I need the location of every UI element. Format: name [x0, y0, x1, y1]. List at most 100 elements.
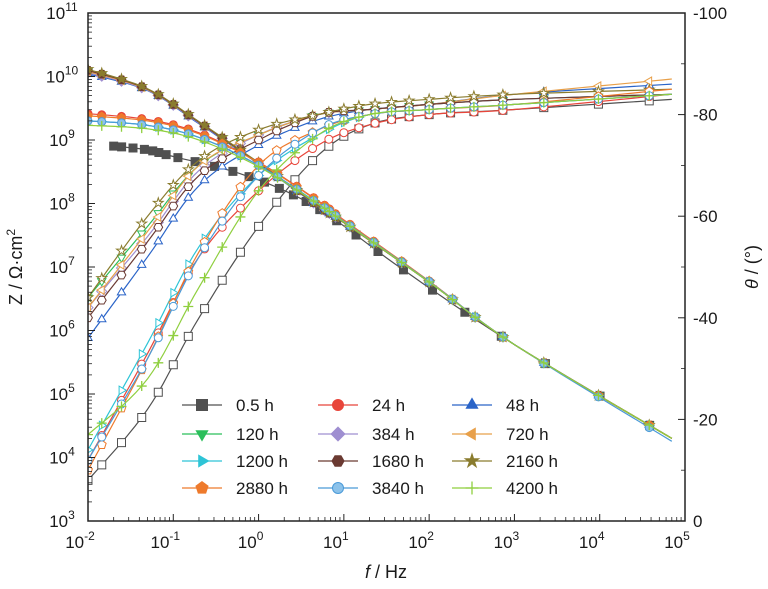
phase-marker-0-5-h — [272, 197, 282, 207]
phase-marker-1200-h — [138, 348, 148, 359]
legend-label-4200-h: 4200 h — [506, 479, 558, 498]
phase-marker-2160-h — [181, 162, 195, 175]
y-left-tick-label: 104 — [49, 445, 75, 468]
legend-label-3840-h: 3840 h — [372, 479, 424, 498]
y-left-tick-label: 1010 — [46, 64, 79, 87]
legend-label-0-5-h: 0.5 h — [236, 396, 274, 415]
phase-marker-1680-h — [253, 135, 264, 145]
phase-line-2160-h — [88, 88, 672, 298]
phase-marker-720-h — [95, 285, 105, 296]
phase-marker-4200-h — [386, 106, 397, 117]
phase-marker-2160-h — [288, 112, 302, 126]
modulus-marker-4200-h — [153, 125, 164, 136]
modulus-marker-4200-h — [396, 257, 407, 268]
modulus-marker-4200-h — [217, 144, 228, 155]
modulus-marker-0-5-h — [427, 285, 437, 295]
phase-marker-24-h — [324, 134, 334, 144]
phase-marker-4200-h — [168, 330, 179, 341]
phase-marker-2160-h — [95, 271, 109, 284]
phase-marker-2160-h — [496, 87, 510, 101]
y-left-tick-label: 108 — [49, 191, 75, 214]
phase-marker-2160-h — [352, 99, 366, 112]
modulus-marker-4200-h — [497, 332, 508, 343]
legend-item-720-h: 720 h — [452, 425, 549, 444]
legend-item-24-h: 24 h — [318, 396, 405, 415]
phase-marker-4200-h — [323, 123, 334, 134]
modulus-marker-0-5-h — [161, 150, 171, 160]
phase-line-24-h — [88, 93, 672, 461]
legend-item-2160-h: 2160 h — [452, 452, 558, 471]
x-tick-label: 103 — [494, 529, 520, 552]
modulus-marker-4200-h — [116, 121, 127, 132]
phase-marker-3840-h — [97, 432, 107, 442]
y-left-tick-labels: 103 104 105 106 107 108 109 1010 1011 — [46, 0, 79, 531]
modulus-marker-0-5-h — [228, 166, 238, 176]
phase-marker-4200-h — [307, 133, 318, 144]
modulus-marker-4200-h — [538, 357, 549, 368]
modulus-line-0-5-h — [113, 145, 673, 439]
phase-marker-48-h — [96, 313, 107, 323]
phase-marker-0-5-h — [153, 387, 163, 397]
modulus-marker-4200-h — [291, 184, 302, 195]
legend-label-384-h: 384 h — [372, 425, 415, 444]
y-right-tick-label: -20 — [693, 410, 718, 429]
phase-marker-0-5-h — [200, 304, 210, 314]
modulus-marker-2160-h — [88, 62, 95, 75]
y-left-tick-label: 106 — [49, 318, 75, 341]
phase-marker-4200-h — [199, 272, 210, 283]
phase-marker-3840-h — [153, 333, 163, 343]
modulus-marker-2160-h — [151, 87, 165, 100]
modulus-curve-4200-h — [88, 120, 673, 439]
legend-label-1200-h: 1200 h — [236, 452, 288, 471]
phase-marker-720-h — [643, 76, 653, 87]
modulus-curve-24-h — [88, 109, 673, 439]
phase-marker-48-h — [168, 212, 179, 222]
legend-marker-2160-h — [463, 452, 481, 469]
phase-curve-4200-h — [88, 90, 672, 440]
phase-marker-3840-h — [217, 216, 227, 226]
phase-marker-4200-h — [217, 242, 228, 253]
legend-item-0-5-h: 0.5 h — [182, 396, 274, 415]
phase-marker-3840-h — [272, 153, 282, 163]
modulus-marker-2160-h — [95, 66, 109, 79]
phase-marker-24-h — [235, 203, 245, 213]
tick-layer — [87, 12, 686, 522]
phase-marker-2880-h — [235, 181, 246, 192]
legend-label-2880-h: 2880 h — [236, 479, 288, 498]
phase-marker-4200-h — [88, 429, 93, 440]
phase-marker-48-h — [116, 286, 127, 296]
phase-marker-24-h — [354, 123, 364, 133]
modulus-marker-4200-h — [368, 237, 379, 248]
phase-marker-2160-h — [198, 149, 212, 162]
legend: 0.5 h 24 h 48 h 120 h 384 h 720 h 1200 h 1680 h… — [182, 396, 558, 498]
modulus-marker-4200-h — [324, 206, 335, 217]
x-tick-labels: 10-2 10-1 100 101 102 103 104 105 — [65, 529, 690, 552]
phase-marker-720-h — [135, 233, 145, 245]
phase-marker-2160-h — [166, 178, 180, 191]
y-left-tick-label: 105 — [49, 381, 75, 404]
modulus-marker-0-5-h — [128, 143, 138, 153]
phase-marker-1680-h — [168, 201, 179, 211]
modulus-line-1200-h — [88, 120, 673, 439]
modulus-line-24-h — [88, 113, 673, 439]
modulus-line-2880-h — [88, 115, 673, 439]
legend-item-1680-h: 1680 h — [318, 452, 424, 471]
phase-marker-3840-h — [137, 364, 147, 374]
modulus-marker-2160-h — [198, 118, 212, 131]
phase-curve-2880-h — [88, 86, 672, 475]
modulus-marker-4200-h — [136, 123, 147, 134]
x-tick-label: 104 — [579, 529, 605, 552]
phase-marker-2160-h — [444, 91, 458, 104]
phase-marker-1680-h — [153, 222, 164, 232]
phase-marker-1200-h — [185, 259, 195, 270]
x-tick-label: 10-1 — [150, 529, 180, 552]
phase-marker-48-h — [183, 192, 194, 201]
legend-label-120-h: 120 h — [236, 425, 279, 444]
phase-marker-1680-h — [116, 270, 127, 280]
x-tick-label: 101 — [323, 529, 349, 552]
legend-item-2880-h: 2880 h — [182, 479, 288, 498]
modulus-marker-4200-h — [96, 120, 107, 131]
phase-marker-4200-h — [404, 105, 415, 116]
modulus-marker-4200-h — [330, 211, 341, 222]
modulus-marker-4200-h — [344, 221, 355, 232]
